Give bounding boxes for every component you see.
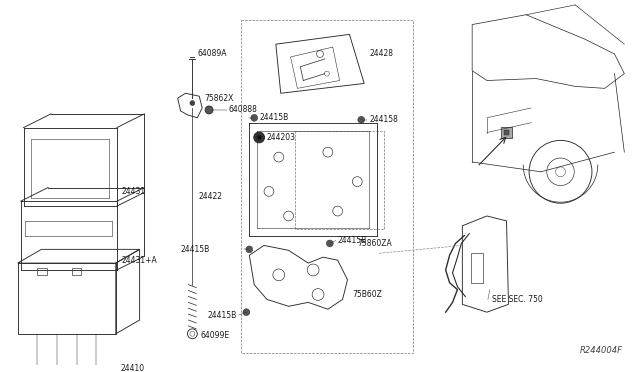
Circle shape xyxy=(246,246,253,253)
Text: 75B60Z: 75B60Z xyxy=(353,290,382,299)
Bar xyxy=(296,131,384,229)
Bar xyxy=(504,129,509,135)
Text: 244158: 244158 xyxy=(369,115,398,124)
Circle shape xyxy=(190,100,195,106)
Text: 75862X: 75862X xyxy=(204,94,234,103)
Circle shape xyxy=(358,116,365,123)
Circle shape xyxy=(243,309,250,315)
Circle shape xyxy=(205,106,213,114)
Circle shape xyxy=(253,132,264,143)
Text: 24422: 24422 xyxy=(198,192,222,201)
Text: 24431: 24431 xyxy=(122,187,146,196)
Circle shape xyxy=(257,135,262,140)
Text: 24415B: 24415B xyxy=(207,311,237,320)
Text: 24415B: 24415B xyxy=(259,113,289,122)
Bar xyxy=(72,268,81,275)
Text: 24410: 24410 xyxy=(121,364,145,372)
Text: 24415B: 24415B xyxy=(338,236,367,245)
Text: 64089A: 64089A xyxy=(197,49,227,58)
Bar xyxy=(241,20,413,353)
Circle shape xyxy=(251,114,258,121)
Circle shape xyxy=(326,240,333,247)
Text: 24431+A: 24431+A xyxy=(122,256,157,264)
Text: 64099E: 64099E xyxy=(200,331,229,340)
Text: R244004F: R244004F xyxy=(579,346,622,355)
Bar xyxy=(37,268,47,275)
Text: SEE SEC. 750: SEE SEC. 750 xyxy=(492,295,543,304)
Bar xyxy=(500,126,513,138)
Text: 24415B: 24415B xyxy=(181,245,210,254)
Text: 75860ZA: 75860ZA xyxy=(357,239,392,248)
Text: 24428: 24428 xyxy=(369,49,393,58)
Text: 640888: 640888 xyxy=(228,105,257,115)
Text: 244203: 244203 xyxy=(267,133,296,142)
Bar xyxy=(471,253,483,283)
